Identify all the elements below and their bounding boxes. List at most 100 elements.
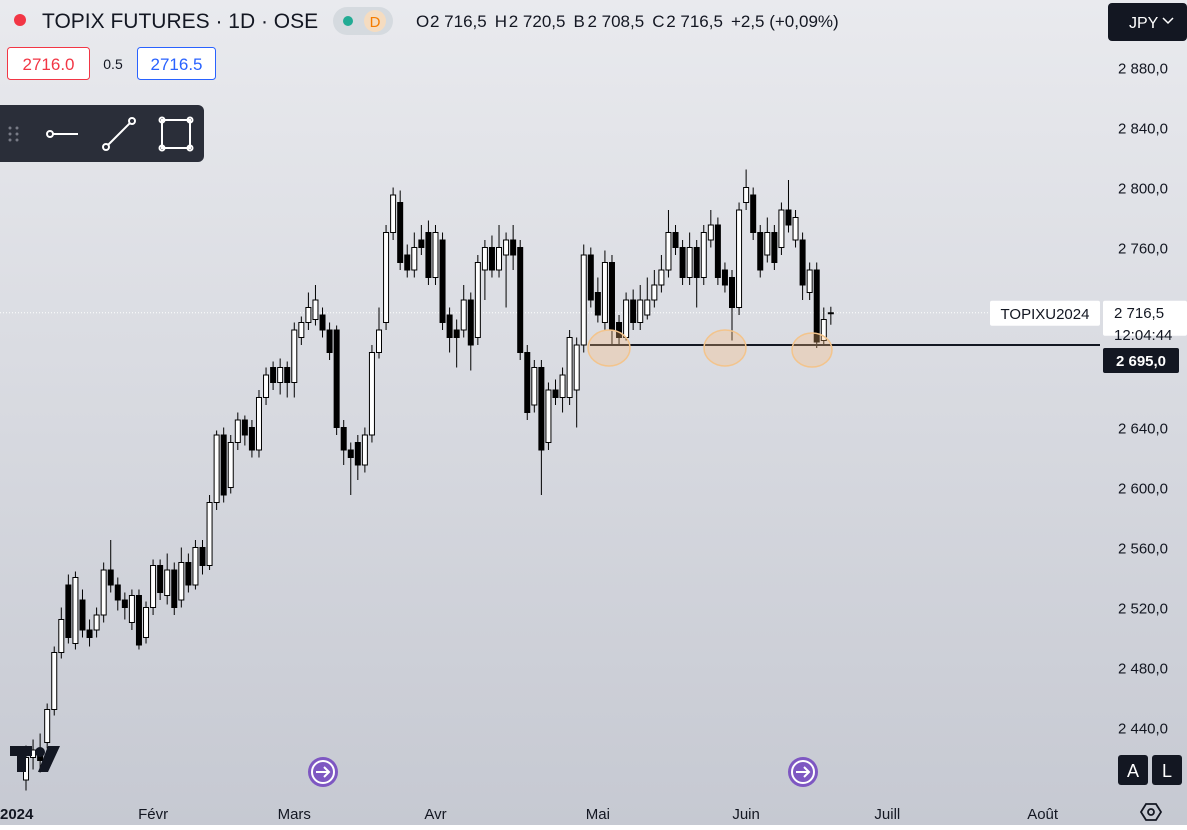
candle-body xyxy=(411,247,418,271)
event-icon[interactable] xyxy=(788,757,818,787)
candle-body xyxy=(496,247,503,271)
candle-body xyxy=(199,547,206,566)
candle-body xyxy=(453,329,460,338)
candle-body xyxy=(383,232,390,323)
candle-body xyxy=(672,232,679,248)
trend-line-tool[interactable] xyxy=(102,117,136,151)
candle-body xyxy=(65,584,72,638)
bid-box[interactable] xyxy=(7,47,90,80)
x-tick-label: Juin xyxy=(732,806,760,823)
candle-body xyxy=(206,502,213,566)
rectangle-tool[interactable] xyxy=(158,116,194,152)
candle-body xyxy=(185,562,192,586)
y-tick-label: 2 640,0 xyxy=(1118,421,1168,438)
y-tick-label: 2 800,0 xyxy=(1118,181,1168,198)
candle-body xyxy=(58,619,65,653)
candle-body xyxy=(488,247,495,271)
candle-body xyxy=(700,232,707,278)
horizontal-line-tool[interactable] xyxy=(46,130,78,138)
candle-body xyxy=(481,247,488,271)
candle-body xyxy=(510,239,517,256)
ohlc-change: +2,5 (+0,09%) xyxy=(731,12,839,31)
y-tick-label: 2 880,0 xyxy=(1118,61,1168,78)
chart-title: TOPIX FUTURES · 1D · OSE xyxy=(42,10,318,33)
candle-body xyxy=(820,319,827,341)
candle-body xyxy=(432,232,439,278)
y-tick-label: 2 440,0 xyxy=(1118,721,1168,738)
currency: JPY xyxy=(1129,15,1159,32)
candle-body xyxy=(651,284,658,301)
candle-body xyxy=(460,299,467,331)
x-tick-label: Juill xyxy=(874,806,900,823)
x-tick-label: Mars xyxy=(278,806,311,823)
candle-body xyxy=(503,239,510,256)
bid: 2716.0 xyxy=(23,55,75,74)
candle-body xyxy=(552,389,559,398)
y-tick-label: 2 520,0 xyxy=(1118,601,1168,618)
candle-body xyxy=(86,629,93,638)
candle-body xyxy=(333,329,340,428)
candle-body xyxy=(764,232,771,256)
support-highlight xyxy=(703,329,747,367)
candle-body xyxy=(284,367,291,383)
market-dot xyxy=(343,16,353,26)
candle-body xyxy=(418,239,425,248)
candle-body xyxy=(326,329,333,353)
candle-body xyxy=(150,565,157,608)
support-highlight xyxy=(791,332,833,368)
event-icon[interactable] xyxy=(308,757,338,787)
candle-body xyxy=(601,262,608,323)
candle-body xyxy=(799,239,806,286)
candle-body xyxy=(277,367,284,383)
candle-body xyxy=(263,374,270,398)
settings-icon[interactable] xyxy=(1139,803,1163,821)
ohlc-key: O xyxy=(416,12,429,31)
candle-body xyxy=(587,254,594,301)
candle-body xyxy=(750,194,757,233)
candle-body xyxy=(714,224,721,278)
candle-body xyxy=(157,565,164,593)
candle-body xyxy=(397,202,404,263)
candle-body xyxy=(743,187,750,203)
auto-button[interactable] xyxy=(1118,755,1148,785)
candle-body xyxy=(827,312,834,315)
candle-body xyxy=(298,322,305,338)
candle-body xyxy=(312,299,319,320)
candle-body xyxy=(44,709,51,743)
candle-body xyxy=(192,547,199,586)
candle-body xyxy=(234,419,241,443)
candle-body xyxy=(439,239,446,323)
plot: TOPIXU2024 xyxy=(0,169,1100,791)
drag-handle xyxy=(8,126,19,142)
last-price-label: 2 716,5 xyxy=(1114,305,1164,322)
x-tick-label: Avr xyxy=(424,806,446,823)
candle-body xyxy=(93,614,100,631)
last-price-box xyxy=(1103,300,1187,336)
candle-body xyxy=(517,247,524,353)
status-dot xyxy=(14,14,26,26)
candle-body xyxy=(594,292,601,316)
candle-body xyxy=(114,584,121,601)
candle-body xyxy=(390,194,397,233)
candle-body xyxy=(178,562,185,601)
candle-body xyxy=(559,374,566,398)
candle-body xyxy=(778,209,785,248)
ask-box[interactable] xyxy=(137,47,216,80)
candle-body xyxy=(255,397,262,451)
candle-body xyxy=(241,419,248,436)
candle-body xyxy=(623,299,630,338)
ohlc-key: B xyxy=(573,12,584,31)
candle-body xyxy=(100,569,107,616)
candle-body xyxy=(121,599,128,608)
log-button[interactable] xyxy=(1152,755,1182,785)
candle-body xyxy=(404,254,411,271)
candle-body xyxy=(806,269,813,293)
candle-body xyxy=(792,217,799,241)
currency-button[interactable] xyxy=(1108,3,1187,41)
candle-body xyxy=(220,434,227,496)
y-tick-label: 2 480,0 xyxy=(1118,661,1168,678)
ohlc-key: H xyxy=(495,12,507,31)
candle-body xyxy=(474,262,481,338)
